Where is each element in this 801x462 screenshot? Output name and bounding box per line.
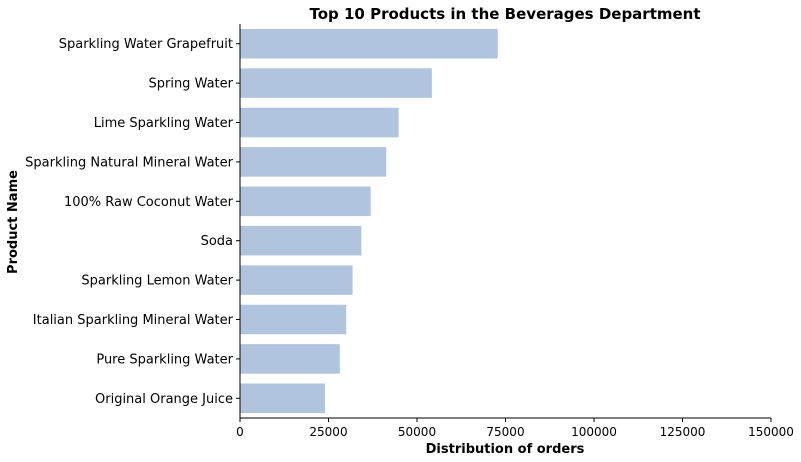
category-label: Sparkling Water Grapefruit [59,37,233,52]
bar [240,147,387,177]
x-tick-label: 150000 [748,425,794,439]
category-labels: Sparkling Water Grapefruit Spring Water Li… [25,37,240,407]
bar [240,344,340,374]
category-label: Pure Sparkling Water [96,352,233,367]
bar [240,28,498,59]
x-tick-label: 75000 [486,425,524,439]
bar [240,225,362,256]
x-tick-label: 0 [236,425,244,439]
category-label: Soda [201,234,233,249]
x-tick-label: 25000 [309,425,347,439]
x-axis-ticks: 0 25000 50000 75000 100000 125000 150000 [236,418,794,439]
x-tick-label: 50000 [398,425,436,439]
bar [240,383,325,414]
y-axis-label: Product Name [6,170,21,274]
bar [240,107,399,138]
category-label: 100% Raw Coconut Water [64,195,234,210]
x-tick-label: 125000 [660,425,706,439]
category-label: Original Orange Juice [95,392,233,407]
bar [240,265,353,295]
category-label: Sparkling Natural Mineral Water [25,155,233,170]
bar [240,304,347,335]
category-label: Sparkling Lemon Water [81,274,233,289]
category-label: Spring Water [148,77,233,92]
x-tick-label: 100000 [571,425,617,439]
x-axis-label: Distribution of orders [426,442,585,457]
bars-layer [240,28,498,414]
category-label: Lime Sparkling Water [94,116,234,131]
bar [240,186,371,217]
chart-title: Top 10 Products in the Beverages Departm… [309,5,700,23]
category-label: Italian Sparkling Mineral Water [33,313,234,328]
bar [240,68,432,98]
